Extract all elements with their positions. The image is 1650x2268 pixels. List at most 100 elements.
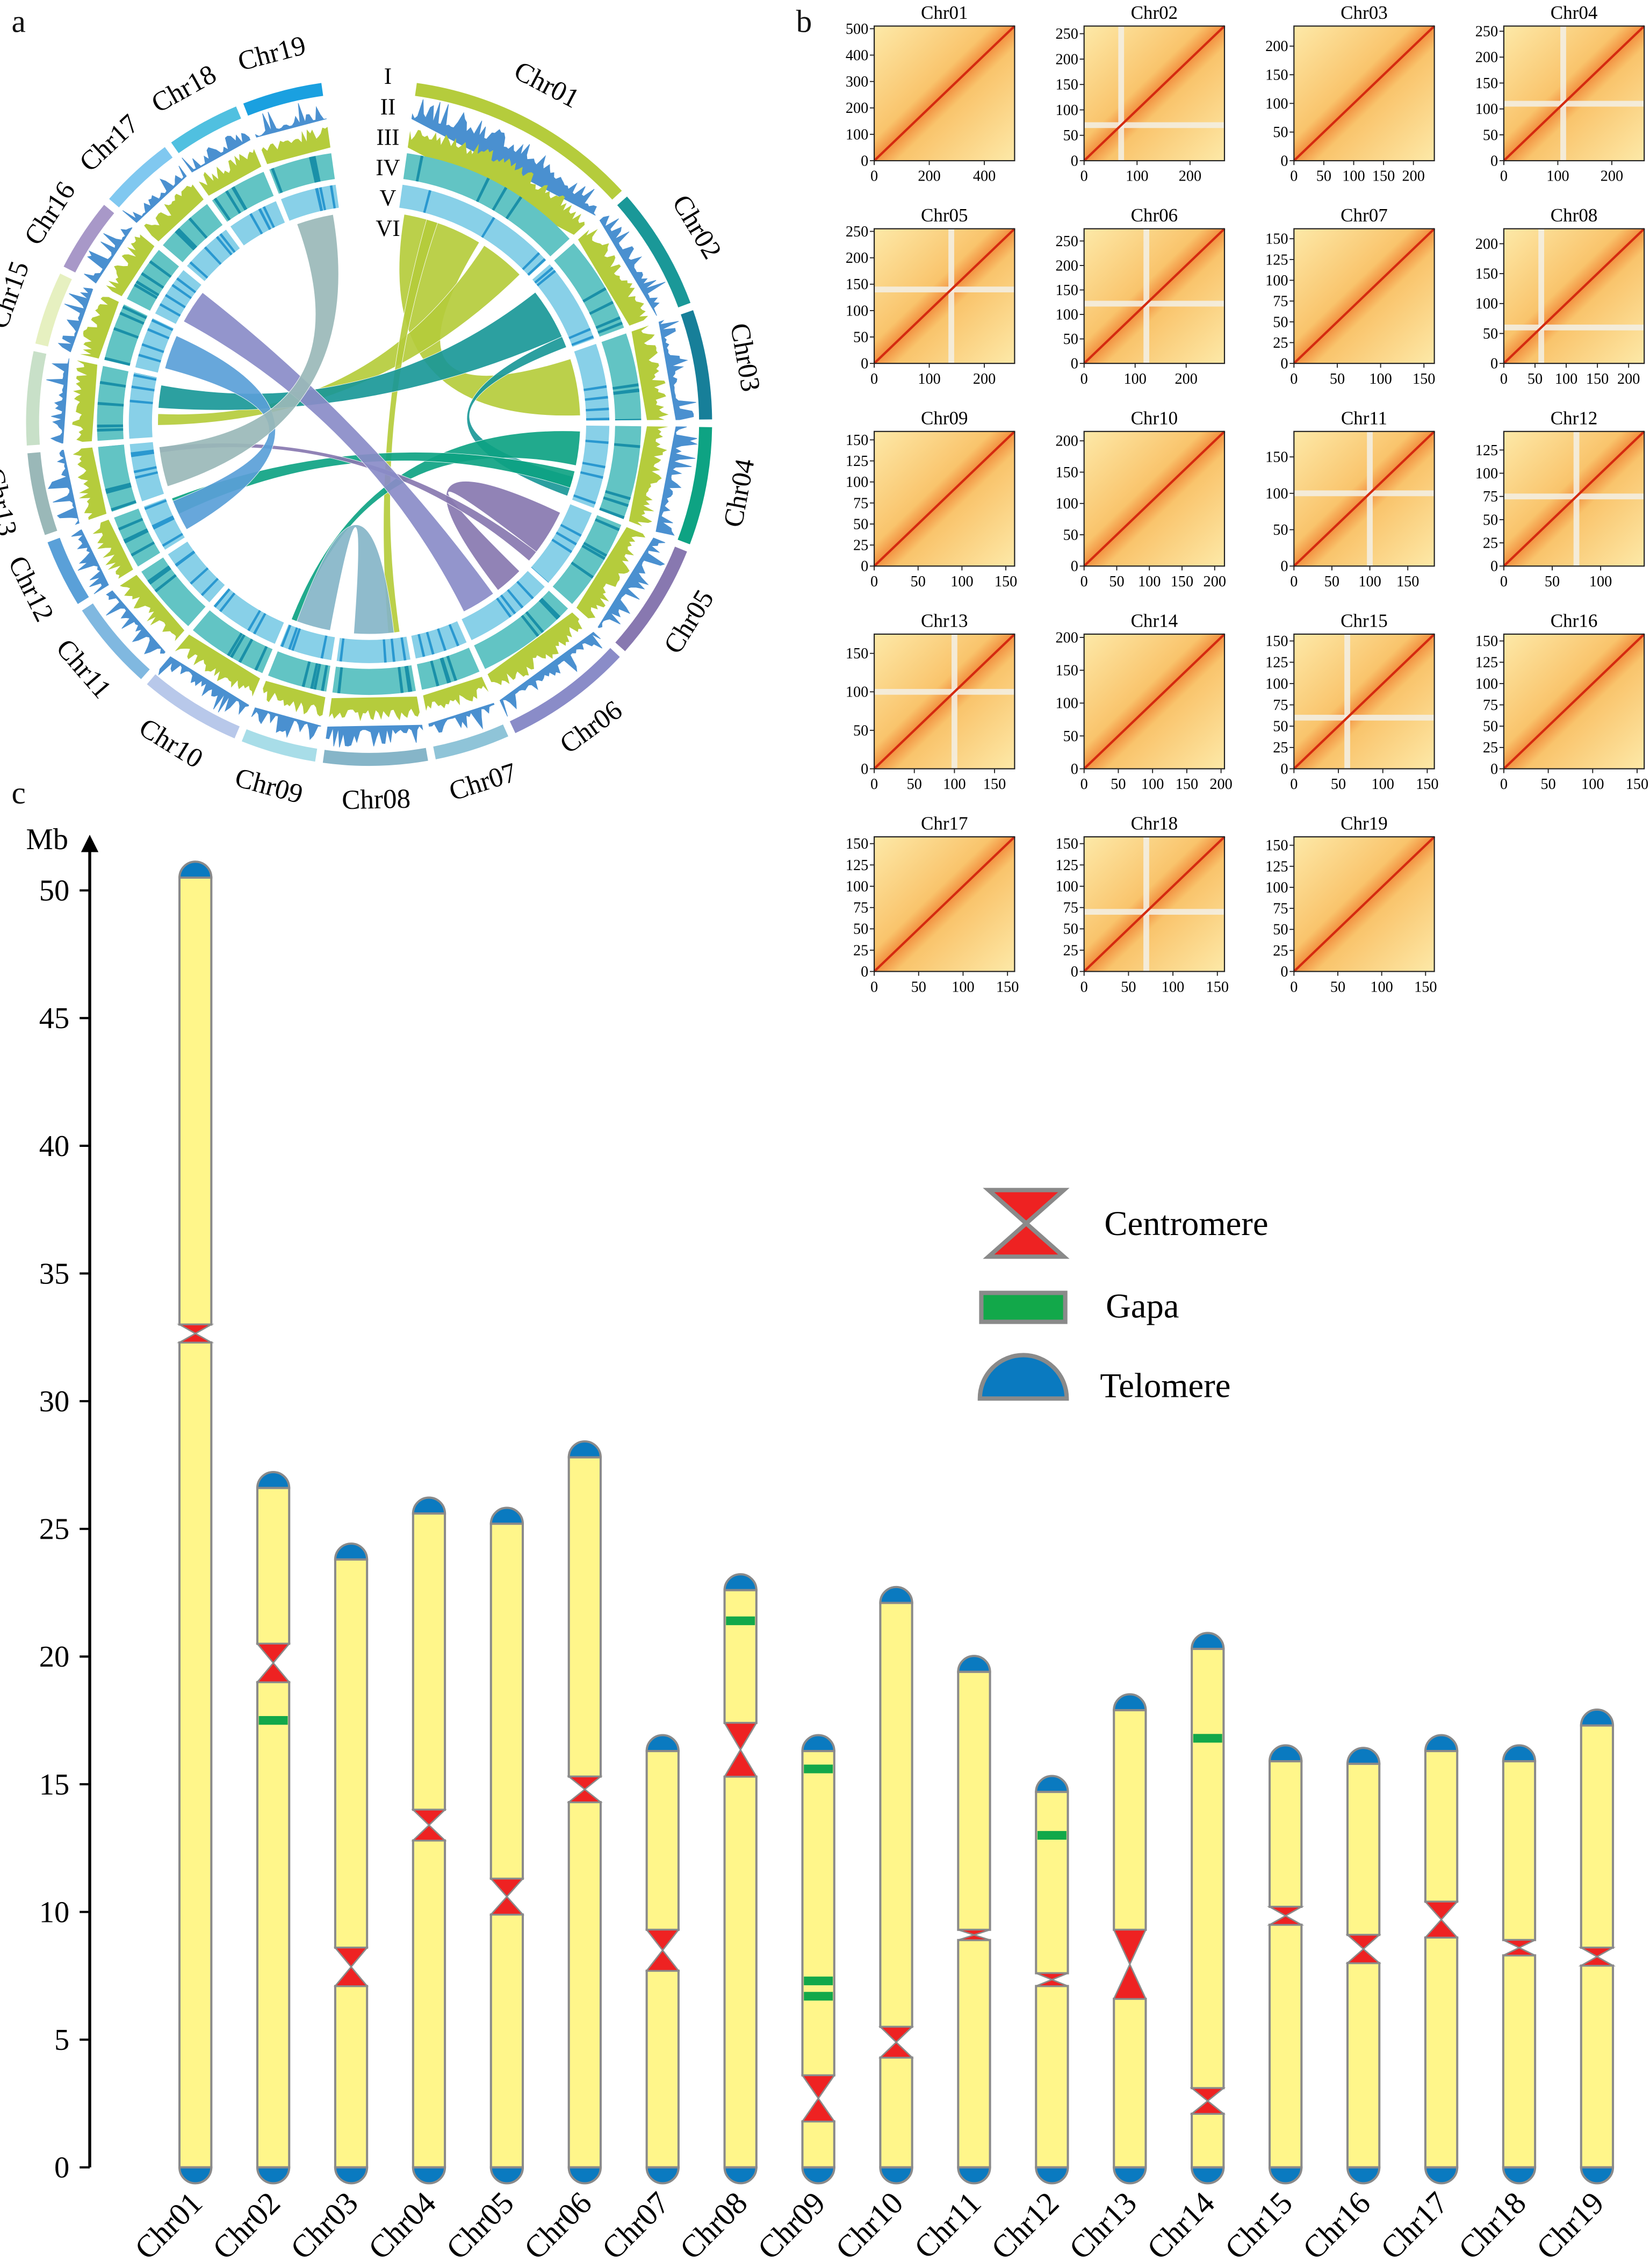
heatmap-frame	[1083, 836, 1226, 972]
x-tick-label: Chr12	[984, 2185, 1065, 2266]
centromere	[334, 1947, 369, 1987]
x-tick-label: 100	[1555, 371, 1577, 387]
telomere-bottom	[957, 2166, 991, 2185]
y-tick-label: 200	[1056, 433, 1078, 450]
circos-chromosome-chr12	[47, 498, 185, 604]
circos-chromosome-chr18	[171, 106, 285, 246]
x-tick-label: 0	[1500, 371, 1508, 387]
x-tick-label: Chr03	[283, 2185, 364, 2266]
heat-stripe	[310, 663, 319, 690]
x-tick-label: 0	[1290, 573, 1298, 590]
diagonal	[1083, 836, 1226, 973]
hic-title: Chr06	[1131, 205, 1178, 226]
ideogram-band	[147, 674, 240, 738]
heat-stripe	[124, 529, 149, 544]
heat-stripe	[176, 228, 197, 249]
y-tick-label: 25	[1273, 943, 1288, 959]
chromosome-arm	[1113, 1998, 1147, 2169]
heat-stripe	[540, 598, 561, 619]
heat-stripe	[219, 233, 236, 253]
x-tick-label: 50	[1111, 776, 1126, 793]
hic-title: Chr17	[921, 813, 968, 834]
y-tick-label: 150	[1475, 75, 1498, 92]
heat-stripe	[516, 580, 534, 600]
telomere-top	[801, 1734, 835, 1753]
heat-stripe	[176, 277, 197, 293]
y-tick-label: 150	[846, 432, 868, 449]
heat-track-v	[155, 270, 201, 324]
heat-stripe	[551, 539, 573, 554]
diagonal	[873, 836, 1015, 973]
heatmap-frame	[1293, 25, 1435, 162]
x-tick-label: 50	[911, 979, 926, 995]
chromosome-chr18: Chr18	[1451, 1744, 1537, 2266]
gap-stripe	[1143, 837, 1149, 972]
y-tick-label: 150	[1056, 836, 1078, 852]
heat-stripe	[249, 213, 263, 235]
chromosome-label: Chr04	[718, 456, 761, 529]
heat-track-v	[399, 184, 546, 276]
circos-chromosome-chr04	[572, 425, 712, 544]
heat-stripe	[288, 627, 298, 650]
telomere-top	[178, 860, 213, 879]
ideogram-band	[509, 648, 620, 734]
hic-title: Chr03	[1341, 2, 1388, 23]
heat-stripe	[423, 190, 431, 213]
heat-stripe	[151, 319, 174, 331]
x-tick-label: 0	[1500, 168, 1508, 185]
heat-stripe	[599, 507, 625, 519]
x-tick-label: Chr11	[907, 2185, 988, 2265]
gap-marker	[1193, 1734, 1222, 1743]
heat-stripe	[141, 343, 164, 353]
telomere-top	[334, 1542, 369, 1561]
heatmap-frame	[1083, 633, 1226, 770]
x-tick-label: 0	[1080, 776, 1088, 793]
y-tick-label: 50	[1483, 326, 1498, 342]
x-tick-label: 200	[1402, 168, 1424, 185]
chromosome-chr11: Chr11	[907, 1655, 991, 2265]
y-tick-label: 25	[1483, 740, 1498, 756]
y-tick-label: 15	[39, 1768, 70, 1802]
x-tick-label: Chr14	[1140, 2185, 1221, 2266]
x-tick-label: 400	[973, 168, 996, 185]
chromosome-arm	[1346, 1762, 1381, 1936]
y-tick-label: 100	[846, 303, 868, 319]
heatmap-frame	[1503, 430, 1645, 567]
heat-stripe	[400, 637, 407, 661]
heat-stripe	[247, 609, 261, 631]
heatmap-frame	[1503, 633, 1645, 770]
hic-title: Chr08	[1551, 205, 1598, 226]
heat-stripe	[583, 542, 608, 557]
y-tick-label: 250	[1475, 24, 1498, 40]
x-tick-label: 100	[943, 776, 965, 793]
chromosome-arm	[334, 1558, 369, 1949]
gene-density-track	[71, 529, 109, 594]
chromosome-chr16: Chr16	[1296, 1747, 1381, 2266]
hic-title: Chr04	[1551, 2, 1598, 23]
heat-stripe	[441, 657, 451, 684]
heat-stripe	[253, 613, 266, 635]
telomere-top	[1580, 1709, 1615, 1727]
heat-track-iv	[332, 665, 416, 695]
heat-stripe	[583, 385, 607, 391]
heat-track-iv	[268, 651, 330, 692]
x-tick-label: Chr01	[128, 2185, 209, 2266]
track-label: II	[380, 95, 396, 120]
y-tick-label: 400	[846, 47, 868, 64]
y-tick-label: 75	[1483, 489, 1498, 505]
gap-marker	[804, 1992, 833, 2001]
telomere-top	[723, 1573, 758, 1591]
chromosome-label: Chr13	[0, 465, 23, 539]
gap-stripe	[1084, 300, 1225, 307]
repeat-density-track	[487, 612, 582, 685]
gene-density-track	[655, 426, 698, 536]
ideogram-band	[82, 603, 150, 679]
heat-stripe	[538, 599, 559, 620]
heat-stripe	[437, 628, 447, 651]
y-tick-label: 125	[1265, 858, 1288, 875]
centromere	[801, 2075, 836, 2122]
telomere-bottom	[489, 2166, 524, 2185]
chromosome-arm	[1580, 1724, 1615, 1949]
heat-stripe	[603, 496, 629, 507]
track-label: I	[384, 64, 392, 89]
